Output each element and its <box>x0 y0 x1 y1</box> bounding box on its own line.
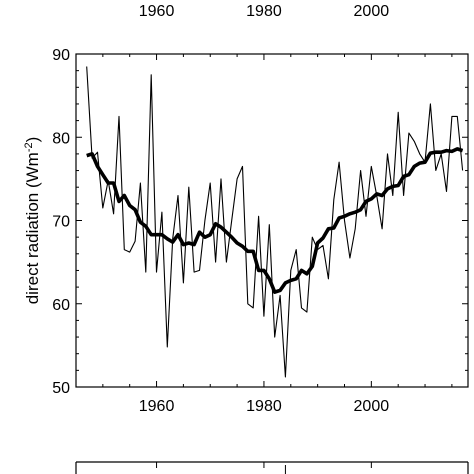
series-layer <box>86 66 464 378</box>
y-axis-ticks: 50 60 70 80 90 <box>52 47 468 397</box>
y-tick-label: 80 <box>52 130 70 147</box>
top-panel-x-tick-label: 1980 <box>246 3 282 20</box>
y-tick-label: 70 <box>52 214 70 231</box>
series-smoothed-line <box>86 147 464 294</box>
top-panel-cropped: 1960 1980 2000 <box>139 3 389 20</box>
x-axis-ticks: 1960 1980 2000 <box>102 54 453 415</box>
x-tick-label: 2000 <box>354 398 390 415</box>
main-chart-panel: 1960 1980 2000 50 60 70 80 90 direct radiation… <box>23 47 469 415</box>
y-tick-label: 50 <box>52 380 70 397</box>
y-axis-label: direct radiation (Wm-2) <box>23 137 42 305</box>
plot-frame <box>75 53 469 388</box>
y-tick-label: 60 <box>52 297 70 314</box>
x-tick-label: 1960 <box>139 398 175 415</box>
series-annual-line <box>86 66 464 378</box>
top-panel-x-tick-label: 2000 <box>354 3 390 20</box>
top-panel-x-tick-label: 1960 <box>139 3 175 20</box>
x-tick-label: 1980 <box>246 398 282 415</box>
bottom-panel-cropped <box>75 461 469 474</box>
y-tick-label: 90 <box>52 47 70 64</box>
